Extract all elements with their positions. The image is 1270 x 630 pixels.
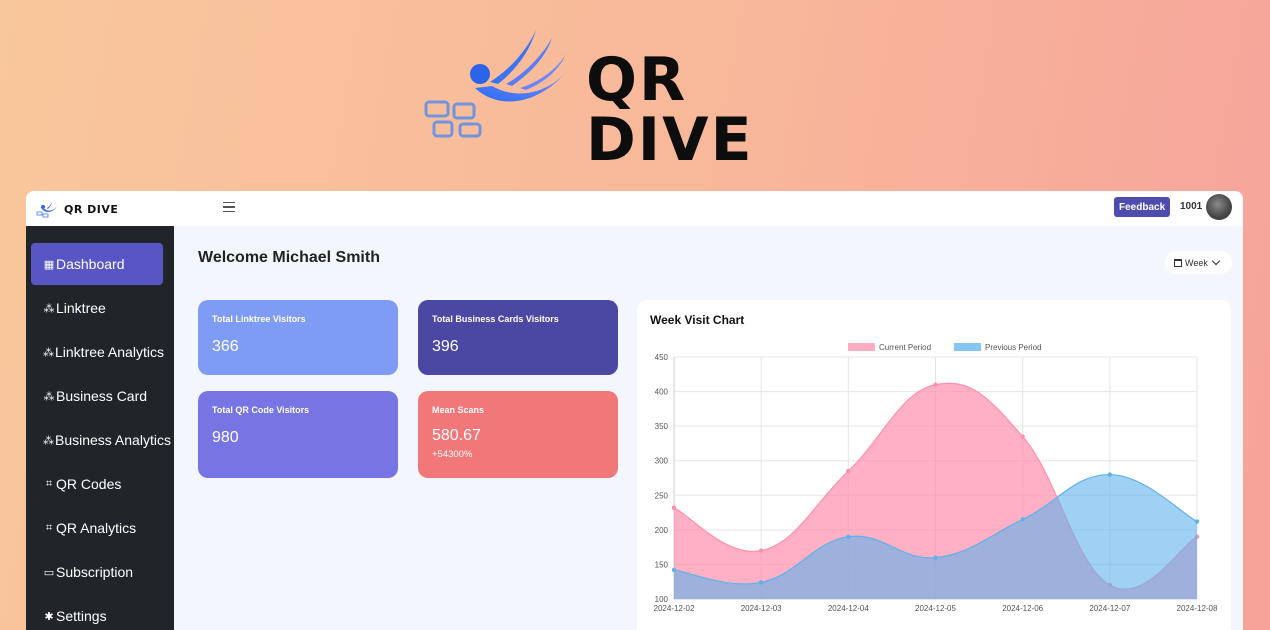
x-tick-label: 2024-12-02 bbox=[654, 604, 695, 613]
legend-swatch-current-period bbox=[848, 343, 875, 351]
sidebar-item-qr-analytics[interactable]: ⌗ QR Analytics bbox=[31, 507, 163, 549]
sidebar-item-subscription[interactable]: ▭ Subscription bbox=[31, 551, 163, 593]
stat-card-value: 580.67 bbox=[432, 427, 481, 444]
y-tick-label: 400 bbox=[655, 388, 669, 397]
user-id: 1001 bbox=[1180, 201, 1203, 212]
data-point-current-period bbox=[933, 382, 938, 387]
stat-card-label: Total Linktree Visitors bbox=[212, 314, 306, 324]
stat-card-qr-code: Total QR Code Visitors 980 bbox=[198, 391, 398, 478]
chevron-down-icon bbox=[1211, 256, 1221, 266]
data-point-previous-period bbox=[671, 567, 677, 573]
area-previous-period bbox=[674, 474, 1197, 599]
sidebar-item-linktree[interactable]: ⁂ Linktree bbox=[31, 287, 163, 329]
data-point-previous-period bbox=[846, 534, 851, 539]
page-title: Welcome Michael Smith bbox=[198, 249, 380, 266]
y-tick-label: 100 bbox=[655, 595, 669, 604]
data-point-current-period bbox=[758, 548, 764, 553]
stat-card-value: 980 bbox=[212, 429, 239, 446]
linktree-icon: ⁂ bbox=[43, 302, 55, 315]
sidebar-item-label: Linktree Analytics bbox=[55, 344, 164, 360]
gear-icon: ✱ bbox=[44, 610, 54, 623]
week-visit-chart: 100 150 200 250 300 350 400 450 2024-12-02 2024-1… bbox=[654, 343, 1218, 613]
business-card-icon: ⁂ bbox=[43, 390, 55, 403]
legend-label-previous-period: Previous Period bbox=[985, 343, 1041, 352]
data-point-previous-period bbox=[1107, 472, 1113, 477]
data-point-previous-period bbox=[1194, 519, 1200, 524]
subscription-icon: ▭ bbox=[43, 566, 55, 579]
y-tick-label: 150 bbox=[655, 560, 669, 569]
menu-toggle-icon[interactable] bbox=[223, 202, 235, 213]
stat-card-mean-scans: Mean Scans 580.67 +54300% bbox=[418, 391, 618, 478]
sidebar-item-label: Linktree bbox=[56, 300, 106, 316]
stat-card-business-cards: Total Business Cards Visitors 396 bbox=[418, 300, 618, 375]
app-window: QR DIVE Feedback 1001 ▦ Dashboard ⁂ Linktr… bbox=[26, 191, 1243, 630]
data-point-current-period bbox=[846, 468, 851, 474]
sidebar: ▦ Dashboard ⁂ Linktree ⁂ Linktree Analytics… bbox=[26, 226, 174, 630]
data-point-current-period bbox=[1020, 434, 1025, 439]
brand-name: QR DIVE bbox=[64, 202, 119, 216]
stat-card-label: Mean Scans bbox=[432, 405, 485, 415]
x-tick-label: 2024-12-03 bbox=[741, 604, 782, 613]
sidebar-item-label: Business Analytics bbox=[55, 432, 171, 448]
sidebar-item-qr-codes[interactable]: ⌗ QR Codes bbox=[31, 463, 163, 505]
sidebar-item-linktree-analytics[interactable]: ⁂ Linktree Analytics bbox=[31, 331, 164, 373]
data-point-current-period bbox=[671, 505, 677, 510]
period-select[interactable]: Week bbox=[1165, 251, 1232, 274]
qr-dive-mark-icon bbox=[424, 30, 568, 138]
sidebar-item-label: Subscription bbox=[56, 564, 134, 580]
period-select-value: Week bbox=[1185, 257, 1208, 268]
x-tick-label: 2024-12-06 bbox=[1002, 604, 1043, 613]
stat-card-value: 396 bbox=[432, 338, 459, 355]
topbar: QR DIVE Feedback 1001 bbox=[26, 191, 1243, 226]
data-point-previous-period bbox=[1020, 517, 1025, 522]
qr-dive-small-icon bbox=[36, 200, 58, 218]
stat-card-linktree: Total Linktree Visitors 366 bbox=[198, 300, 398, 375]
hero-title: QR DIVE bbox=[586, 45, 754, 175]
sidebar-item-label: Settings bbox=[56, 608, 107, 624]
calendar-icon bbox=[1174, 258, 1182, 267]
qr-code-icon: ⌗ bbox=[45, 477, 53, 490]
sidebar-item-label: Business Card bbox=[56, 388, 148, 404]
y-tick-label: 200 bbox=[655, 526, 669, 535]
x-tick-label: 2024-12-08 bbox=[1177, 604, 1218, 613]
sidebar-item-settings[interactable]: ✱ Settings bbox=[31, 595, 163, 630]
sidebar-item-business-analytics[interactable]: ⁂ Business Analytics bbox=[31, 419, 171, 461]
y-tick-label: 350 bbox=[655, 422, 669, 431]
sidebar-item-business-card[interactable]: ⁂ Business Card bbox=[31, 375, 163, 417]
stat-card-label: Total Business Cards Visitors bbox=[432, 314, 559, 324]
data-point-previous-period bbox=[758, 580, 764, 585]
data-point-previous-period bbox=[933, 555, 938, 560]
qr-analytics-icon: ⌗ bbox=[45, 521, 53, 534]
x-tick-label: 2024-12-05 bbox=[915, 604, 956, 613]
hero-logo: QR DIVE bbox=[420, 28, 860, 170]
y-tick-label: 450 bbox=[655, 353, 669, 362]
avatar[interactable] bbox=[1206, 194, 1232, 220]
sidebar-item-dashboard[interactable]: ▦ Dashboard bbox=[31, 243, 163, 285]
y-tick-label: 250 bbox=[655, 491, 669, 500]
stat-card-change: +54300% bbox=[432, 449, 473, 460]
linktree-analytics-icon: ⁂ bbox=[43, 346, 54, 359]
brand-logo[interactable]: QR DIVE bbox=[36, 197, 118, 221]
y-tick-label: 300 bbox=[655, 457, 669, 466]
legend-label-current-period: Current Period bbox=[879, 343, 931, 352]
x-tick-label: 2024-12-04 bbox=[828, 604, 869, 613]
business-analytics-icon: ⁂ bbox=[43, 434, 54, 447]
x-tick-label: 2024-12-07 bbox=[1089, 604, 1130, 613]
sidebar-item-label: QR Codes bbox=[56, 476, 122, 492]
chart-panel: Week Visit Chart 100 150 200 250 300 350 400 45… bbox=[637, 300, 1231, 630]
chart-title: Week Visit Chart bbox=[650, 313, 745, 327]
stat-card-value: 366 bbox=[212, 338, 239, 355]
stat-card-label: Total QR Code Visitors bbox=[212, 405, 310, 415]
feedback-button[interactable]: Feedback bbox=[1114, 197, 1171, 217]
dashboard-icon: ▦ bbox=[43, 258, 55, 271]
legend-swatch-previous-period bbox=[954, 343, 981, 351]
sidebar-item-label: Dashboard bbox=[56, 256, 125, 272]
sidebar-item-label: QR Analytics bbox=[56, 520, 137, 536]
